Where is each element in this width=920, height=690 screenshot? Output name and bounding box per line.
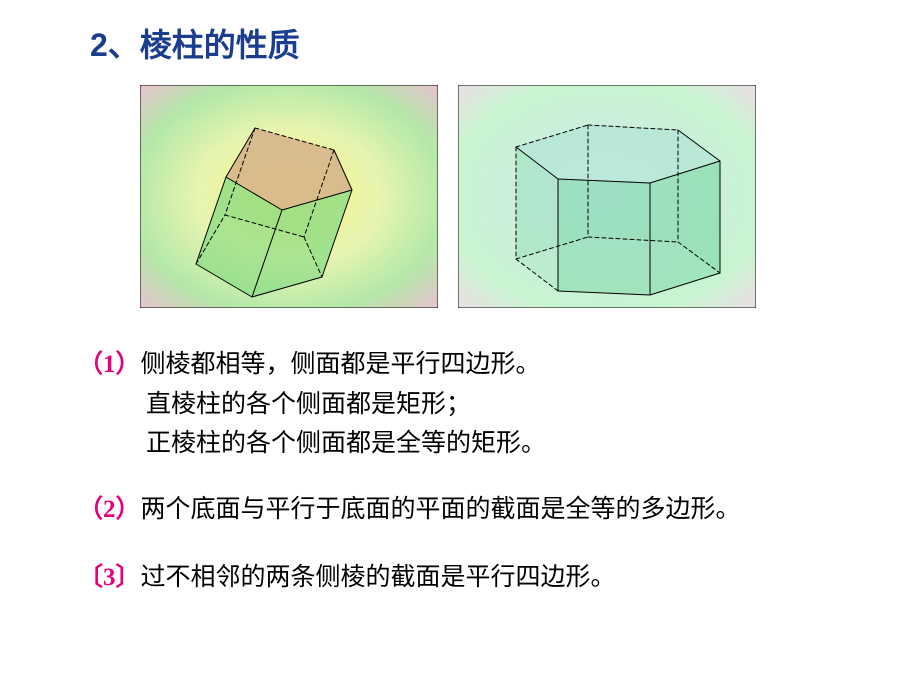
section-title: 2、棱柱的性质: [90, 20, 300, 66]
point-1-line-1: （1）侧棱都相等，侧面都是平行四边形。: [78, 345, 741, 385]
point-1-text-1: 侧棱都相等，侧面都是平行四边形。: [141, 350, 541, 378]
point-3-text: 过不相邻的两条侧棱的截面是平行四边形。: [141, 563, 616, 591]
body-text: （1）侧棱都相等，侧面都是平行四边形。 直棱柱的各个侧面都是矩形； 正棱柱的各个…: [78, 345, 741, 598]
figure-hex-prism: [458, 85, 756, 313]
point-3: 〔3〕过不相邻的两条侧棱的截面是平行四边形。: [78, 558, 741, 598]
point-1-line-2: 直棱柱的各个侧面都是矩形；: [78, 385, 741, 424]
figure-oblique-prism: [140, 85, 438, 313]
point-3-number: 〔3〕: [78, 564, 141, 591]
point-2: （2）两个底面与平行于底面的平面的截面是全等的多边形。: [78, 490, 741, 530]
point-2-number: （2）: [78, 496, 141, 523]
point-2-text: 两个底面与平行于底面的平面的截面是全等的多边形。: [141, 495, 741, 523]
point-1-line-3: 正棱柱的各个侧面都是全等的矩形。: [78, 424, 741, 463]
point-1-number: （1）: [78, 351, 141, 378]
figures-row: [140, 85, 756, 313]
